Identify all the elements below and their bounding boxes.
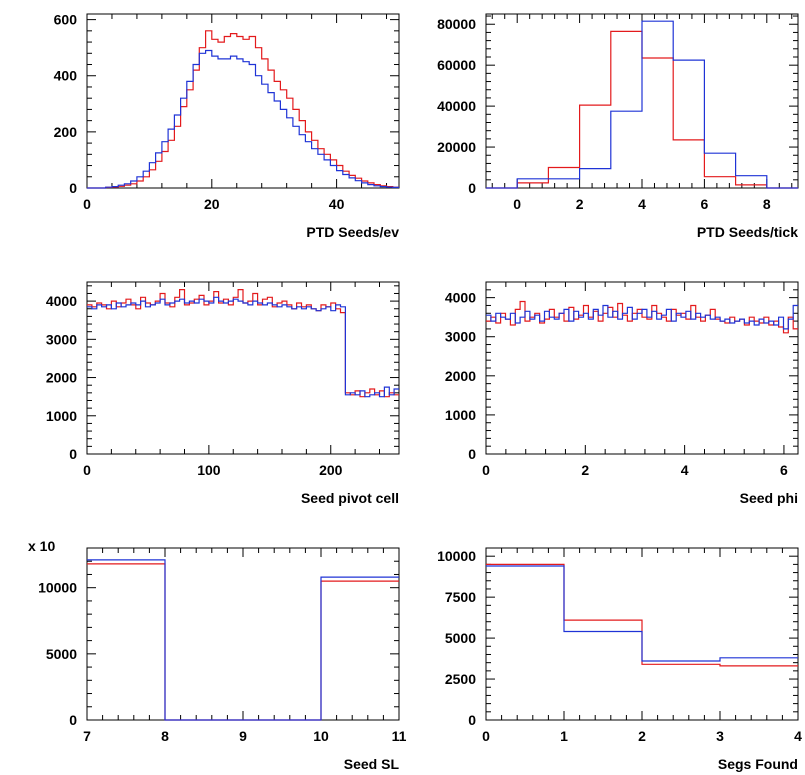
- y-tick-label: 400: [54, 68, 78, 84]
- x-axis-title: PTD Seeds/tick: [697, 224, 798, 240]
- y-tick-label: 4000: [46, 293, 77, 309]
- y-tick-label: 20000: [437, 139, 476, 155]
- y-tick-label: 2000: [445, 368, 476, 384]
- x-tick-label: 8: [161, 728, 169, 744]
- x-tick-label: 2: [638, 728, 646, 744]
- x-tick-label: 100: [197, 462, 221, 478]
- y-multiplier-label: x 10: [28, 538, 55, 554]
- red-histogram-series: [87, 289, 399, 398]
- plot-frame: [86, 281, 400, 455]
- x-tick-label: 20: [204, 196, 220, 212]
- x-axis-title: Seed pivot cell: [301, 490, 399, 506]
- x-axis-title: Seed phi: [740, 490, 798, 506]
- x-tick-label: 2: [581, 462, 589, 478]
- y-tick-label: 0: [69, 712, 77, 728]
- blue-histogram-series: [486, 565, 798, 662]
- chart-panel-5: 7 8 9 10 11 0 5000 10000 Seed SL x 10: [28, 538, 407, 772]
- y-tick-label: 2000: [46, 370, 77, 386]
- x-tick-label: 6: [780, 462, 788, 478]
- x-tick-label: 0: [83, 462, 91, 478]
- x-tick-label: 0: [482, 728, 490, 744]
- x-tick-label: 0: [83, 196, 91, 212]
- x-tick-label: 40: [329, 196, 345, 212]
- x-tick-label: 0: [513, 196, 521, 212]
- y-tick-label: 600: [54, 12, 78, 28]
- x-tick-label: 6: [701, 196, 709, 212]
- y-tick-label: 10000: [437, 548, 476, 564]
- x-tick-label: 2: [576, 196, 584, 212]
- x-tick-label: 1: [560, 728, 568, 744]
- x-tick-label: 0: [482, 462, 490, 478]
- plot-frame: [485, 281, 799, 455]
- y-tick-label: 7500: [445, 589, 476, 605]
- chart-panel-6: 0 1 2 3 4 0 2500 5000 7500 10000 Segs Found: [437, 547, 802, 772]
- plot-frame: [86, 13, 400, 189]
- y-tick-label: 0: [468, 712, 476, 728]
- y-tick-label: 1000: [46, 408, 77, 424]
- y-tick-label: 3000: [46, 331, 77, 347]
- x-tick-label: 7: [83, 728, 91, 744]
- blue-histogram-series: [486, 304, 798, 330]
- blue-histogram-series: [486, 20, 798, 189]
- x-axis-title: Seed SL: [344, 756, 400, 772]
- y-tick-label: 0: [69, 180, 77, 196]
- plot-frame: [86, 547, 400, 721]
- y-tick-label: 80000: [437, 16, 476, 32]
- x-axis-title: Segs Found: [718, 756, 798, 772]
- y-tick-label: 0: [69, 446, 77, 462]
- y-tick-label: 0: [468, 180, 476, 196]
- x-tick-label: 8: [763, 196, 771, 212]
- y-tick-label: 5000: [445, 630, 476, 646]
- x-tick-label: 11: [392, 728, 407, 744]
- chart-panel-2: 0 2 4 6 8 0 20000 40000 60000 80000 PTD Seeds/tick: [437, 13, 799, 240]
- x-tick-label: 3: [716, 728, 724, 744]
- x-axis-title: PTD Seeds/ev: [306, 224, 399, 240]
- blue-histogram-series: [87, 296, 399, 398]
- x-tick-label: 4: [681, 462, 689, 478]
- x-tick-label: 200: [319, 462, 343, 478]
- y-tick-label: 200: [54, 124, 78, 140]
- y-tick-label: 3000: [445, 329, 476, 345]
- y-tick-label: 0: [468, 446, 476, 462]
- blue-histogram-series: [87, 49, 399, 189]
- y-tick-label: 4000: [445, 290, 476, 306]
- y-tick-label: 60000: [437, 57, 476, 73]
- x-tick-label: 10: [313, 728, 329, 744]
- red-histogram-series: [87, 30, 399, 189]
- x-tick-label: 4: [638, 196, 646, 212]
- red-histogram-series: [486, 300, 798, 334]
- y-tick-label: 5000: [46, 646, 77, 662]
- blue-histogram-series: [87, 559, 399, 721]
- red-histogram-series: [87, 563, 399, 721]
- y-tick-label: 2500: [445, 671, 476, 687]
- y-tick-label: 40000: [437, 98, 476, 114]
- chart-panel-4: 0 2 4 6 0 1000 2000 3000 4000 Seed phi: [445, 281, 799, 506]
- x-tick-label: 9: [239, 728, 247, 744]
- x-tick-label: 4: [794, 728, 802, 744]
- y-tick-label: 10000: [38, 580, 77, 596]
- y-tick-label: 1000: [445, 407, 476, 423]
